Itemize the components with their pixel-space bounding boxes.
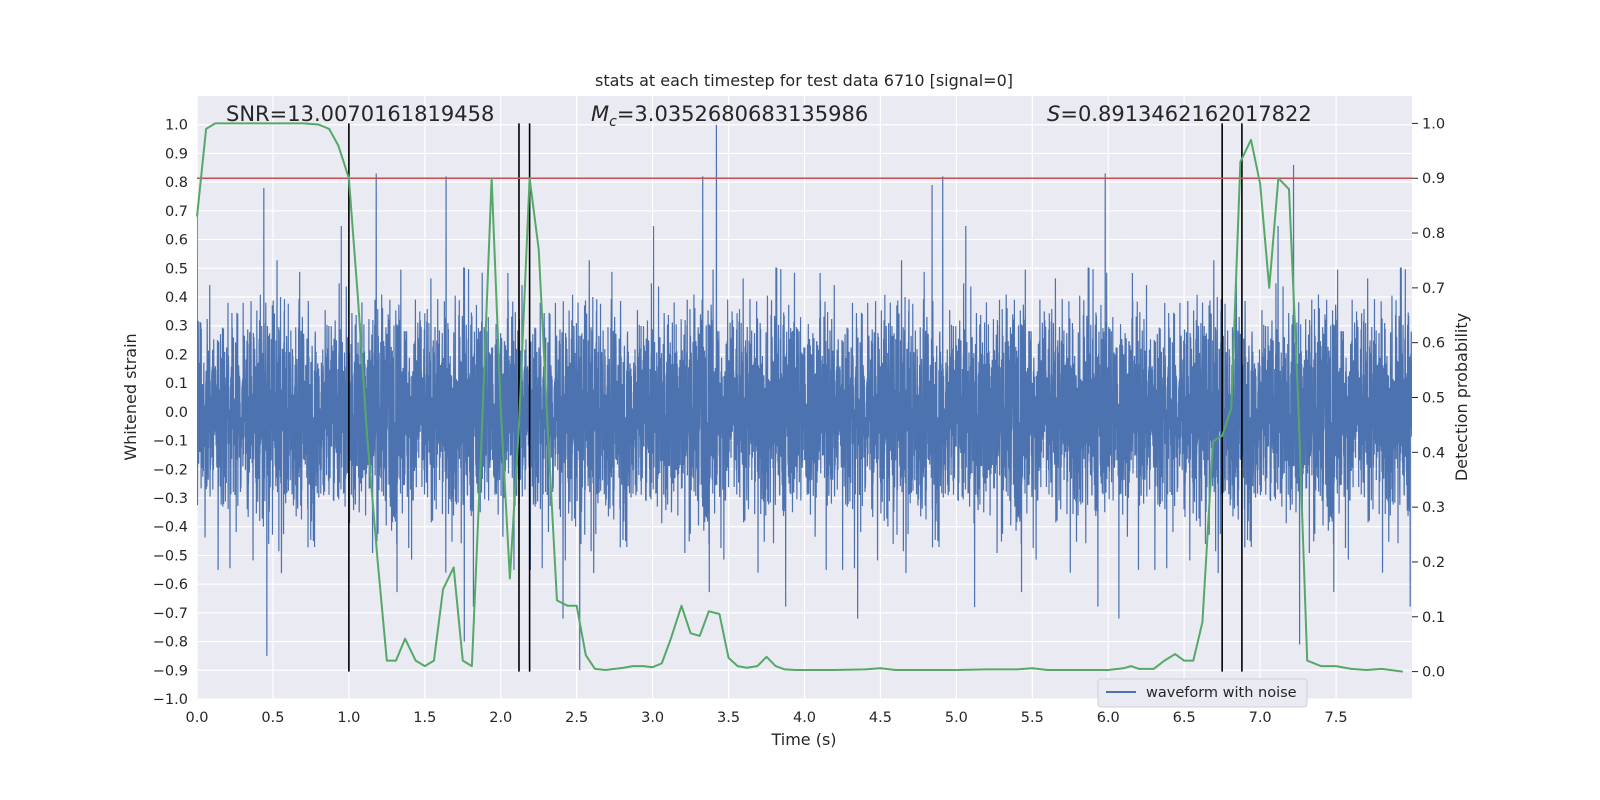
y-tick-label-5: −0.5 bbox=[153, 548, 188, 564]
vertical-marker-lines bbox=[348, 123, 1243, 672]
x-tick-label-12: 6.0 bbox=[1097, 710, 1120, 726]
legend-box bbox=[1097, 678, 1308, 708]
y-axis-label: Whitened strain bbox=[121, 333, 140, 460]
x-tick-label-0: 0.0 bbox=[185, 710, 208, 726]
s-annotation: S=0.8913462162017822 bbox=[1047, 102, 1312, 126]
y2-tick-label-10: 1.0 bbox=[1422, 116, 1445, 132]
y-tick-label-16: 0.6 bbox=[165, 233, 188, 249]
x-tick-label-15: 7.5 bbox=[1325, 710, 1348, 726]
series-waveform-with-noise bbox=[197, 124, 1412, 671]
x-tick-label-10: 5.0 bbox=[945, 710, 968, 726]
y-tick-label-13: 0.3 bbox=[165, 319, 188, 335]
y-tick-label-1: −0.9 bbox=[153, 663, 188, 679]
y-tick-label-3: −0.7 bbox=[153, 606, 188, 622]
y-tick-label-9: −0.1 bbox=[153, 434, 188, 450]
s-value: =0.8913462162017822 bbox=[1060, 102, 1311, 126]
x-tick-label-3: 1.5 bbox=[413, 710, 436, 726]
y2-tick-label-1: 0.1 bbox=[1422, 610, 1445, 626]
y2-tick-label-9: 0.9 bbox=[1422, 171, 1445, 187]
y2-axis-ticks: 0.0 0.1 0.2 0.3 0.4 0.5 0.6 0.7 0.8 0.9 1.0 bbox=[1412, 116, 1445, 681]
y2-tick-label-3: 0.3 bbox=[1422, 500, 1445, 516]
y-tick-label-10: 0.0 bbox=[165, 405, 188, 421]
x-tick-label-5: 2.5 bbox=[565, 710, 588, 726]
y-tick-label-15: 0.5 bbox=[165, 261, 188, 277]
y-tick-label-17: 0.7 bbox=[165, 204, 188, 220]
x-tick-label-9: 4.5 bbox=[869, 710, 892, 726]
mc-symbol: M bbox=[591, 102, 609, 126]
y2-tick-label-0: 0.0 bbox=[1422, 665, 1445, 681]
chirp-mass-annotation: Mc=3.0352680683135986 bbox=[591, 102, 868, 130]
y2-tick-label-6: 0.6 bbox=[1422, 336, 1445, 352]
x-tick-label-14: 7.0 bbox=[1249, 710, 1272, 726]
s-symbol: S bbox=[1047, 102, 1060, 126]
mc-value: =3.0352680683135986 bbox=[617, 102, 868, 126]
y-tick-label-14: 0.4 bbox=[165, 290, 188, 306]
snr-annotation: SNR=13.0070161819458 bbox=[226, 102, 494, 126]
x-axis-ticks: 0.0 0.5 1.0 1.5 2.0 2.5 3.0 3.5 4.0 4.5 5.0 5.5 6.0 6… bbox=[185, 710, 1347, 726]
mc-subscript: c bbox=[609, 114, 617, 130]
x-tick-label-4: 2.0 bbox=[489, 710, 512, 726]
x-tick-label-11: 5.5 bbox=[1021, 710, 1044, 726]
y-tick-label-8: −0.2 bbox=[153, 462, 188, 478]
x-tick-label-2: 1.0 bbox=[337, 710, 360, 726]
y-tick-label-12: 0.2 bbox=[165, 347, 188, 363]
y-tick-label-4: −0.6 bbox=[153, 577, 188, 593]
y2-tick-label-5: 0.5 bbox=[1422, 391, 1445, 407]
y-tick-label-20: 1.0 bbox=[165, 118, 188, 134]
legend-entry-waveform: waveform with noise bbox=[1146, 685, 1297, 701]
y-tick-label-7: −0.3 bbox=[153, 491, 188, 507]
x-tick-label-7: 3.5 bbox=[717, 710, 740, 726]
y-tick-label-2: −0.8 bbox=[153, 635, 188, 651]
x-tick-label-1: 0.5 bbox=[261, 710, 284, 726]
legend: waveform with noise bbox=[1097, 678, 1308, 708]
y-tick-label-19: 0.9 bbox=[165, 146, 188, 162]
chart-title: stats at each timestep for test data 671… bbox=[595, 71, 1013, 90]
y-tick-label-11: 0.1 bbox=[165, 376, 188, 392]
x-tick-label-8: 4.0 bbox=[793, 710, 816, 726]
y2-tick-label-7: 0.7 bbox=[1422, 281, 1445, 297]
y-tick-label-18: 0.8 bbox=[165, 175, 188, 191]
x-axis-label: Time (s) bbox=[770, 730, 836, 749]
y-tick-label-6: −0.4 bbox=[153, 520, 188, 536]
x-tick-label-13: 6.5 bbox=[1173, 710, 1196, 726]
y2-tick-label-2: 0.2 bbox=[1422, 555, 1445, 571]
y-axis-ticks: −1.0 −0.9 −0.8 −0.7 −0.6 −0.5 −0.4 −0.3 −0.2 −0.1… bbox=[153, 118, 188, 708]
x-tick-label-6: 3.0 bbox=[641, 710, 664, 726]
y2-tick-label-8: 0.8 bbox=[1422, 226, 1445, 242]
y2-tick-label-4: 0.4 bbox=[1422, 445, 1445, 461]
y2-axis-label: Detection probability bbox=[1452, 313, 1471, 481]
y-tick-label-0: −1.0 bbox=[153, 692, 188, 708]
waveform-path bbox=[197, 124, 1412, 671]
series-detection-probability bbox=[196, 122, 1404, 673]
